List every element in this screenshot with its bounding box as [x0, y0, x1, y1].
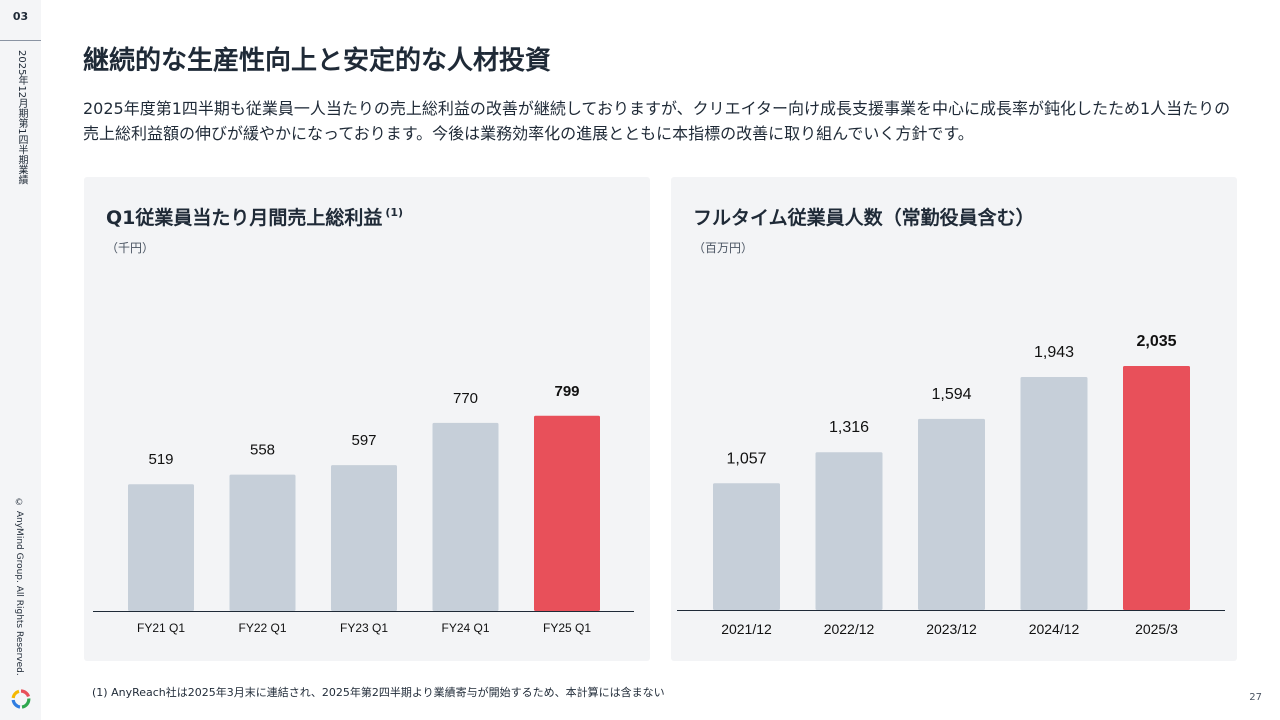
slide-number: 27 — [1249, 692, 1262, 703]
bar-value-label: 770 — [453, 390, 478, 407]
category-tick-label: FY23 Q1 — [340, 621, 388, 635]
bar-value-label: 1,316 — [829, 419, 869, 436]
bar-value-label: 1,943 — [1034, 344, 1074, 361]
bar-chart-employees: 1,057 2021/12 1,316 2022/12 1,594 2023/12 1,94… — [677, 333, 1225, 637]
category-tick-label: 2022/12 — [824, 621, 875, 637]
sidebar-divider — [0, 40, 41, 41]
copyright-text: © AnyMind Group. All Rights Reserved. — [14, 498, 24, 676]
chart-unit: （百万円） — [693, 241, 754, 255]
section-number: 03 — [12, 10, 29, 23]
sidebar: 03 2025年12月期第1四半期業績 © AnyMind Group. All… — [0, 0, 41, 720]
bar-value-label: 558 — [250, 442, 275, 459]
category-tick-label: 2024/12 — [1029, 621, 1080, 637]
chart-unit: （千円） — [106, 241, 155, 255]
report-label: 2025年12月期第1四半期業績 — [16, 50, 27, 185]
bar-fy25-q1 — [534, 415, 600, 611]
chart-panel-employees: フルタイム従業員人数（常勤役員含む） （百万円） 1,057 2021/12 1,3… — [671, 177, 1237, 661]
bar-value-label: 597 — [351, 432, 376, 449]
category-tick-label: FY21 Q1 — [137, 621, 185, 635]
bar-2025-3 — [1123, 366, 1190, 610]
bar-2021-12 — [713, 483, 780, 610]
bar-value-label: 519 — [148, 451, 173, 468]
bar-fy23-q1 — [331, 465, 397, 611]
anymind-logo-icon — [11, 689, 31, 709]
bar-fy21-q1 — [128, 484, 194, 611]
chart-title: フルタイム従業員人数（常勤役員含む） — [693, 207, 1035, 229]
bar-value-label: 2,035 — [1136, 333, 1176, 350]
bar-2024-12 — [1020, 377, 1088, 610]
category-tick-label: 2021/12 — [721, 621, 772, 637]
bar-chart-gross-profit: 519 FY21 Q1 558 FY22 Q1 597 FY23 Q1 770 FY24 Q1… — [93, 383, 634, 635]
chart-title-note: (1) — [385, 206, 404, 219]
bar-2022-12 — [815, 452, 883, 610]
page-title: 継続的な生産性向上と安定的な人材投資 — [83, 46, 552, 76]
chart-title: Q1従業員当たり月間売上総利益 (1) — [106, 203, 403, 230]
bar-value-label: 1,057 — [726, 450, 766, 467]
footnote: (1) AnyReach社は2025年3月末に連結され、2025年第2四半期より… — [92, 686, 665, 699]
lead-paragraph: 2025年度第1四半期も従業員一人当たりの売上総利益の改善が継続しておりますが、… — [83, 99, 1231, 143]
bar-value-label: 1,594 — [931, 386, 971, 403]
category-tick-label: 2025/3 — [1135, 621, 1178, 637]
bar-fy22-q1 — [229, 474, 296, 611]
bar-value-label: 799 — [554, 383, 579, 400]
category-tick-label: 2023/12 — [926, 621, 977, 637]
category-tick-label: FY25 Q1 — [543, 621, 591, 635]
chart-panel-gross-profit: Q1従業員当たり月間売上総利益 (1) （千円） 519 FY21 Q1 558 FY2… — [84, 177, 650, 661]
bar-2023-12 — [918, 418, 985, 610]
category-tick-label: FY22 Q1 — [238, 621, 286, 635]
category-tick-label: FY24 Q1 — [441, 621, 489, 635]
chart-title-text: Q1従業員当たり月間売上総利益 — [106, 207, 383, 229]
bar-fy24-q1 — [432, 422, 499, 611]
